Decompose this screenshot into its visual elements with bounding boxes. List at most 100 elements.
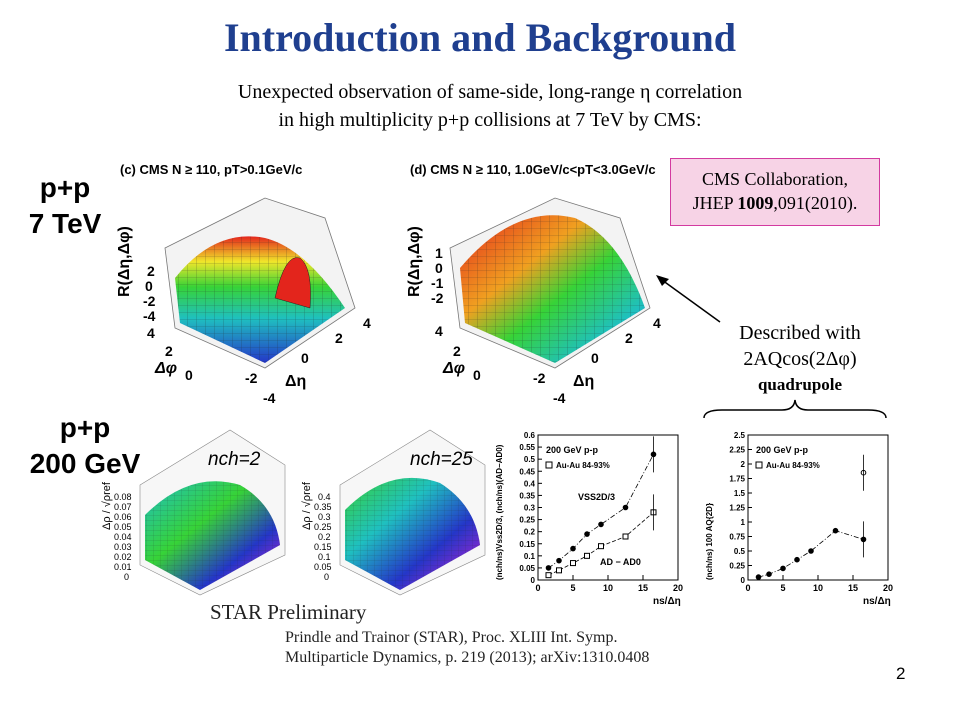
chart-aq2d: 0 5 10 15 20 0 0.25 0.5 0.75 1 1.25 1.5 1.75 2 2.25 2.5… <box>705 431 893 607</box>
y-tick-label: 0 <box>531 576 536 585</box>
reference-rest: ,091(2010). <box>773 193 858 213</box>
data-point <box>598 543 604 550</box>
x-tick-label: 5 <box>780 583 785 593</box>
quadrupole-description: Described with 2AQcos(2Δφ) quadrupole <box>710 320 890 398</box>
data-point <box>794 556 800 563</box>
cms-left-label: (c) CMS N ≥ 110, pT>0.1GeV/c <box>120 162 302 177</box>
data-point <box>545 572 552 579</box>
x-tick-label: 10 <box>813 583 823 593</box>
svg-text:0.3: 0.3 <box>318 512 331 522</box>
slide-title: Introduction and Background <box>223 15 737 60</box>
data-point <box>556 567 562 574</box>
svg-text:-2: -2 <box>143 293 156 309</box>
y-tick-label: 0 <box>741 576 746 585</box>
svg-text:0: 0 <box>301 350 309 366</box>
brace-icon <box>703 399 887 419</box>
y-tick-label: 0.25 <box>519 516 535 525</box>
x-tick-label: 5 <box>570 583 575 593</box>
data-point <box>766 571 772 577</box>
star-left-nch: nch=2 <box>208 449 261 470</box>
x-tick-label: 20 <box>883 583 893 593</box>
x-tick-label: 20 <box>673 583 683 593</box>
reference-journal: JHEP <box>692 193 733 213</box>
citation-line-1: Prindle and Trainor (STAR), Proc. XLIII … <box>285 629 618 646</box>
reference-line-1: CMS Collaboration, <box>701 169 848 189</box>
data-point <box>584 552 590 559</box>
svg-text:0.4: 0.4 <box>318 492 331 502</box>
data-point <box>622 504 629 511</box>
y-tick-label: 0.4 <box>524 479 536 488</box>
svg-text:0: 0 <box>124 572 129 582</box>
y-tick-label: 0.55 <box>519 443 535 452</box>
y-tick-label: 0.1 <box>524 552 536 561</box>
system-7tev-line1: p+p <box>39 172 91 203</box>
svg-text:0.04: 0.04 <box>114 532 132 542</box>
page-number: 2 <box>896 664 906 683</box>
svg-text:2: 2 <box>147 263 155 279</box>
data-point <box>832 527 839 534</box>
svg-text:0.03: 0.03 <box>114 542 132 552</box>
y-tick-label: 0.45 <box>519 467 535 476</box>
svg-text:0.25: 0.25 <box>314 522 332 532</box>
star-citation: Prindle and Trainor (STAR), Proc. XLIII … <box>285 628 705 668</box>
data-point <box>545 565 552 571</box>
annotation-ad: AD − AD0 <box>600 557 641 567</box>
svg-text:0: 0 <box>591 350 599 366</box>
y-tick-label: 2 <box>741 460 746 469</box>
svg-text:0.2: 0.2 <box>318 532 331 542</box>
subtitle: Unexpected observation of same-side, lon… <box>120 78 860 134</box>
svg-text:2: 2 <box>165 343 173 359</box>
svg-text:0.08: 0.08 <box>114 492 132 502</box>
data-point <box>755 574 762 580</box>
svg-text:-2: -2 <box>533 370 546 386</box>
svg-text:2: 2 <box>453 343 461 359</box>
svg-text:0.05: 0.05 <box>314 562 332 572</box>
star-left-zticks: 0.08 0.07 0.06 0.05 0.04 0.03 0.02 0.01 … <box>114 492 132 582</box>
svg-text:1: 1 <box>435 245 443 261</box>
cms-right-yaxis: Δφ <box>442 360 465 377</box>
legend-label: Au-Au 84-93% <box>556 461 610 470</box>
cms-reference-box: CMS Collaboration, JHEP 1009,091(2010). <box>670 158 880 226</box>
svg-text:4: 4 <box>435 323 443 339</box>
y-tick-label: 0.5 <box>524 455 536 464</box>
y-tick-label: 1.75 <box>729 475 745 484</box>
y-tick-label: 2.5 <box>734 431 746 440</box>
data-point <box>556 557 562 564</box>
legend-marker <box>545 461 553 469</box>
x-tick-label: 0 <box>745 583 750 593</box>
svg-text:0.02: 0.02 <box>114 552 132 562</box>
subtitle-line-2: in high multiplicity p+p collisions at 7… <box>278 109 702 131</box>
data-point <box>570 560 576 567</box>
svg-text:0.07: 0.07 <box>114 502 132 512</box>
star-surface-plot-left: nch=2 Δρ / √ρref 0.08 0.07 0.06 0.05 0.0… <box>101 429 286 596</box>
star-right-nch: nch=25 <box>410 449 473 470</box>
cms-surface-plot-left: (c) CMS N ≥ 110, pT>0.1GeV/c R(Δη,Δφ) 2 … <box>116 162 371 406</box>
system-label-200gev: p+p 200 GeV <box>10 410 160 482</box>
plot-frame <box>537 434 679 581</box>
svg-text:0: 0 <box>435 260 443 276</box>
system-7tev-line2: 7 TeV <box>28 208 102 239</box>
svg-text:2: 2 <box>625 330 633 346</box>
cms-right-label: (d) CMS N ≥ 110, 1.0GeV/c<pT<3.0GeV/c <box>410 162 656 177</box>
svg-text:0.05: 0.05 <box>114 522 132 532</box>
cms-surface-plot-right: (d) CMS N ≥ 110, 1.0GeV/c<pT<3.0GeV/c R(… <box>406 162 661 406</box>
star-right-zaxis: Δρ / √ρref <box>301 481 313 530</box>
y-tick-label: 0.35 <box>519 491 535 500</box>
svg-text:-4: -4 <box>263 390 276 406</box>
star-left-zaxis: Δρ / √ρref <box>101 481 113 530</box>
star-preliminary-label: STAR Preliminary <box>210 600 367 624</box>
svg-text:0: 0 <box>473 367 481 383</box>
svg-text:0: 0 <box>324 572 329 582</box>
y-tick-label: 1 <box>741 518 746 527</box>
y-tick-label: 0.25 <box>729 562 745 571</box>
y-tick-label: 1.5 <box>734 489 746 498</box>
plot-frame <box>747 434 889 581</box>
svg-text:0.15: 0.15 <box>314 542 332 552</box>
data-point <box>598 521 604 528</box>
data-point <box>622 533 629 540</box>
y-tick-label: 0.5 <box>734 547 746 556</box>
annotation-vss2d: VSS2D/3 <box>578 492 615 502</box>
svg-text:4: 4 <box>147 325 155 341</box>
y-tick-label: 1.25 <box>729 504 745 513</box>
reference-line-2: JHEP 1009,091(2010). <box>671 191 879 215</box>
